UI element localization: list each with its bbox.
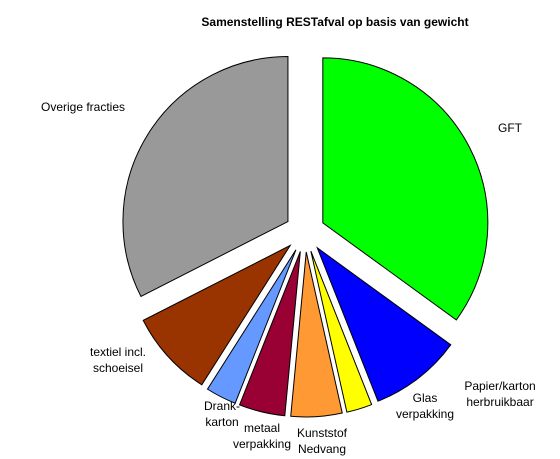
pie-slice — [316, 246, 452, 402]
pie-slice — [310, 250, 373, 413]
slice-label: metaal verpakking — [233, 421, 291, 451]
pie-slice — [238, 251, 301, 417]
pie-slice — [206, 249, 297, 404]
slice-label: Kunststof Nedvang — [297, 426, 348, 456]
pie-slice — [322, 57, 489, 321]
slice-label: Papier/karton herbruikbaar — [464, 379, 535, 409]
slice-label: Glas verpakking — [396, 391, 454, 421]
slice-label: Drank-karton — [204, 399, 240, 429]
slice-label: Overige fracties — [41, 100, 125, 114]
pie-slice — [122, 56, 289, 298]
chart-title: Samenstelling RESTafval op basis van gew… — [201, 15, 468, 29]
slice-label: textiel incl. schoeisel — [90, 345, 146, 375]
pie-slice — [290, 251, 343, 418]
slice-label: GFT — [498, 121, 523, 135]
pie-slice — [142, 244, 292, 386]
